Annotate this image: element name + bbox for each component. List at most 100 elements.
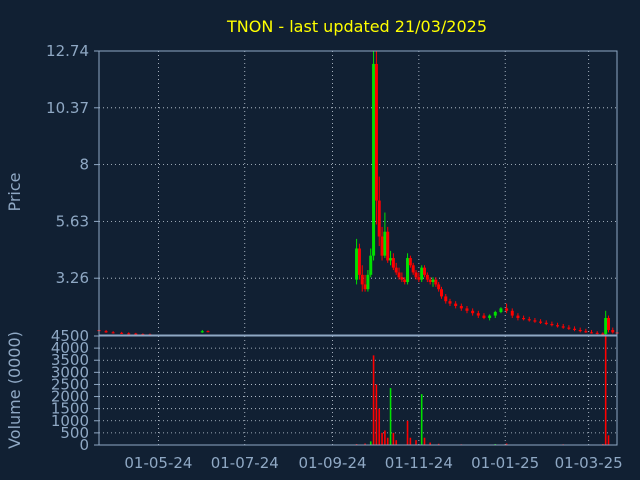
candle-body (355, 248, 359, 280)
volume-panel-frame (98, 335, 618, 446)
date-tick-label: 01-11-24 (385, 454, 453, 472)
candle-body (127, 333, 131, 335)
date-tick-label: 01-09-24 (298, 454, 366, 472)
candle-body (366, 274, 370, 290)
candle-body (527, 319, 531, 321)
volume-bar (607, 435, 610, 445)
candle-body (607, 317, 611, 330)
candle-body (578, 329, 582, 332)
candle-body (374, 63, 378, 201)
volume-bar (384, 430, 386, 445)
volume-axis-label: Volume (0000) (5, 331, 24, 449)
volume-bar (604, 336, 607, 445)
volume-bar (389, 388, 392, 445)
candle-body (584, 331, 588, 333)
candle-body (408, 258, 412, 266)
candle-body (448, 301, 452, 304)
candle-body (550, 323, 554, 326)
candle-body (397, 272, 401, 278)
candle-body (595, 332, 599, 334)
date-tick-labels: 01-05-24 01-07-24 01-09-24 01-11-24 01-01-25… (124, 454, 622, 472)
candle-body (428, 279, 432, 283)
volume-bar (395, 440, 398, 445)
volume-bar (505, 443, 508, 445)
candle-body (357, 248, 361, 275)
candle-body (383, 231, 387, 256)
candle-body (510, 310, 514, 316)
candle-body (417, 277, 421, 280)
volume-bar (406, 420, 409, 445)
price-grid (99, 50, 617, 335)
candle-body (488, 315, 492, 318)
candle-body (611, 329, 615, 333)
candle-body (604, 317, 608, 335)
candle-body (423, 267, 427, 275)
candle-body (505, 308, 509, 311)
volume-tick-label: 4000 (51, 339, 89, 357)
price-tick-labels: 12.74 10.37 8 5.63 3.26 (46, 42, 99, 287)
volume-bar (381, 432, 383, 445)
price-tick-label: 3.26 (56, 269, 89, 287)
volume-tick-label: 0 (79, 436, 89, 454)
candle-body (561, 326, 565, 328)
candle-body (200, 331, 204, 333)
price-tick-label: 8 (79, 156, 89, 174)
volume-bars (355, 336, 610, 445)
candle-body (601, 333, 605, 335)
candle-body (391, 258, 395, 268)
candle-body (499, 308, 503, 312)
candle-body (590, 332, 594, 334)
volume-bar (437, 443, 440, 445)
chart-title: TNON - last updated 21/03/2025 (226, 17, 487, 36)
volume-tick-label: 1000 (51, 412, 89, 430)
date-tick-label: 01-07-24 (211, 454, 279, 472)
candle-body (567, 327, 571, 329)
candle-body (434, 279, 438, 285)
candle-body (389, 258, 393, 261)
candle-body (544, 322, 548, 324)
candle-body (556, 325, 560, 327)
candle-body (440, 289, 444, 297)
candle-body (380, 236, 384, 256)
price-tick-label: 12.74 (46, 42, 89, 60)
volume-bar (392, 432, 395, 445)
candle-body (533, 320, 537, 322)
candle-body (394, 267, 398, 273)
price-axis-label: Price (5, 172, 24, 211)
candle-body (573, 328, 577, 330)
candle-body (482, 315, 486, 318)
volume-bar (369, 441, 372, 445)
price-panel-frame (98, 50, 618, 336)
date-tick-label: 01-03-25 (555, 454, 623, 472)
date-tick-label: 01-01-25 (471, 454, 539, 472)
volume-tick-label: 2500 (51, 375, 89, 393)
volume-bar (372, 355, 375, 445)
candle-body (369, 255, 373, 275)
volume-bar (415, 440, 417, 445)
volume-bar (429, 442, 431, 445)
candle-body (539, 321, 543, 323)
volume-bar (409, 437, 412, 445)
candle-body (111, 332, 115, 334)
candle-body (411, 265, 415, 273)
volume-tick-label: 4500 (51, 327, 89, 345)
candle-body (134, 333, 138, 335)
candle-body (420, 267, 424, 280)
volume-tick-label: 3500 (51, 351, 89, 369)
candle-body (444, 296, 448, 302)
candle-body (360, 274, 364, 285)
volume-tick-label: 500 (60, 424, 89, 442)
price-tick-label: 10.37 (46, 99, 89, 117)
candle-body (403, 279, 407, 283)
candle-body (476, 313, 480, 316)
candle-body (120, 332, 124, 334)
candle-body (414, 272, 418, 278)
candle-body (377, 200, 381, 237)
volume-bar (423, 437, 426, 445)
candle-body (425, 274, 429, 280)
volume-bar (386, 437, 389, 445)
date-tick-label: 01-05-24 (124, 454, 192, 472)
